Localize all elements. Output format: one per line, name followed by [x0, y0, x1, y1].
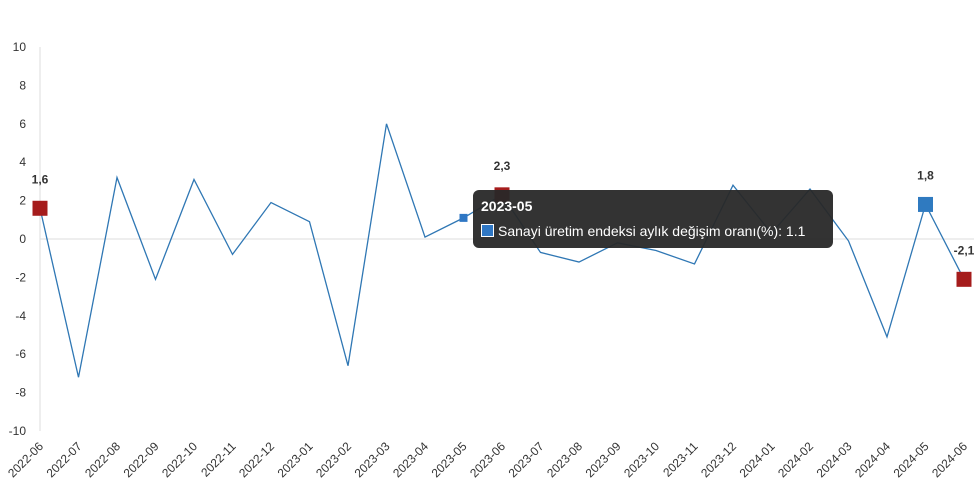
x-tick-label: 2022-11 — [198, 439, 239, 480]
x-tick-label: 2022-12 — [236, 439, 277, 480]
data-label: 2,3 — [494, 159, 511, 173]
y-tick-label: -6 — [15, 347, 26, 361]
y-tick-label: 8 — [19, 78, 26, 92]
y-tick-label: 10 — [13, 40, 27, 54]
x-tick-label: 2022-08 — [82, 439, 123, 480]
x-tick-label: 2023-05 — [429, 439, 470, 480]
x-tick-label: 2022-10 — [159, 439, 200, 480]
y-tick-label: -2 — [15, 270, 26, 284]
x-tick-label: 2024-03 — [814, 439, 855, 480]
y-tick-label: 0 — [19, 232, 26, 246]
x-tick-label: 2023-09 — [583, 439, 624, 480]
tooltip-title: 2023-05 — [481, 198, 533, 214]
data-label: 1,6 — [32, 172, 49, 186]
x-tick-label: 2023-06 — [467, 439, 508, 480]
y-tick-label: 6 — [19, 117, 26, 131]
x-tick-label: 2024-04 — [852, 439, 893, 480]
x-tick-label: 2023-02 — [313, 439, 354, 480]
x-tick-label: 2023-12 — [698, 439, 739, 480]
y-tick-label: 4 — [19, 155, 26, 169]
x-tick-label: 2023-11 — [660, 439, 701, 480]
x-tick-label: 2024-06 — [929, 439, 970, 480]
y-tick-label: -8 — [15, 386, 26, 400]
tooltip-value: 1.1 — [785, 223, 806, 239]
tooltip-series: Sanayi üretim endeksi aylık değişim oran… — [498, 223, 786, 239]
x-tick-label: 2023-08 — [544, 439, 585, 480]
x-tick-label: 2023-04 — [390, 439, 431, 480]
x-tick-label: 2024-01 — [737, 439, 778, 480]
y-tick-label: 2 — [19, 194, 26, 208]
marker — [956, 271, 972, 287]
x-tick-label: 2023-07 — [506, 439, 547, 480]
marker — [459, 213, 468, 222]
marker — [32, 200, 48, 216]
x-tick-label: 2022-07 — [44, 439, 85, 480]
y-tick-label: -10 — [9, 424, 27, 438]
x-tick-label: 2024-05 — [891, 439, 932, 480]
data-label: -2,1 — [954, 243, 975, 257]
x-tick-label: 2022-06 — [5, 439, 46, 480]
x-tick-label: 2023-10 — [621, 439, 662, 480]
data-label: 1,8 — [917, 168, 934, 182]
x-tick-label: 2023-01 — [275, 439, 316, 480]
y-tick-label: -4 — [15, 309, 26, 323]
x-tick-label: 2024-02 — [775, 439, 816, 480]
tooltip: 2023-05 Sanayi üretim endeksi aylık deği… — [473, 190, 833, 248]
marker — [918, 196, 933, 212]
x-tick-label: 2022-09 — [121, 439, 162, 480]
x-tick-label: 2023-03 — [352, 439, 393, 480]
